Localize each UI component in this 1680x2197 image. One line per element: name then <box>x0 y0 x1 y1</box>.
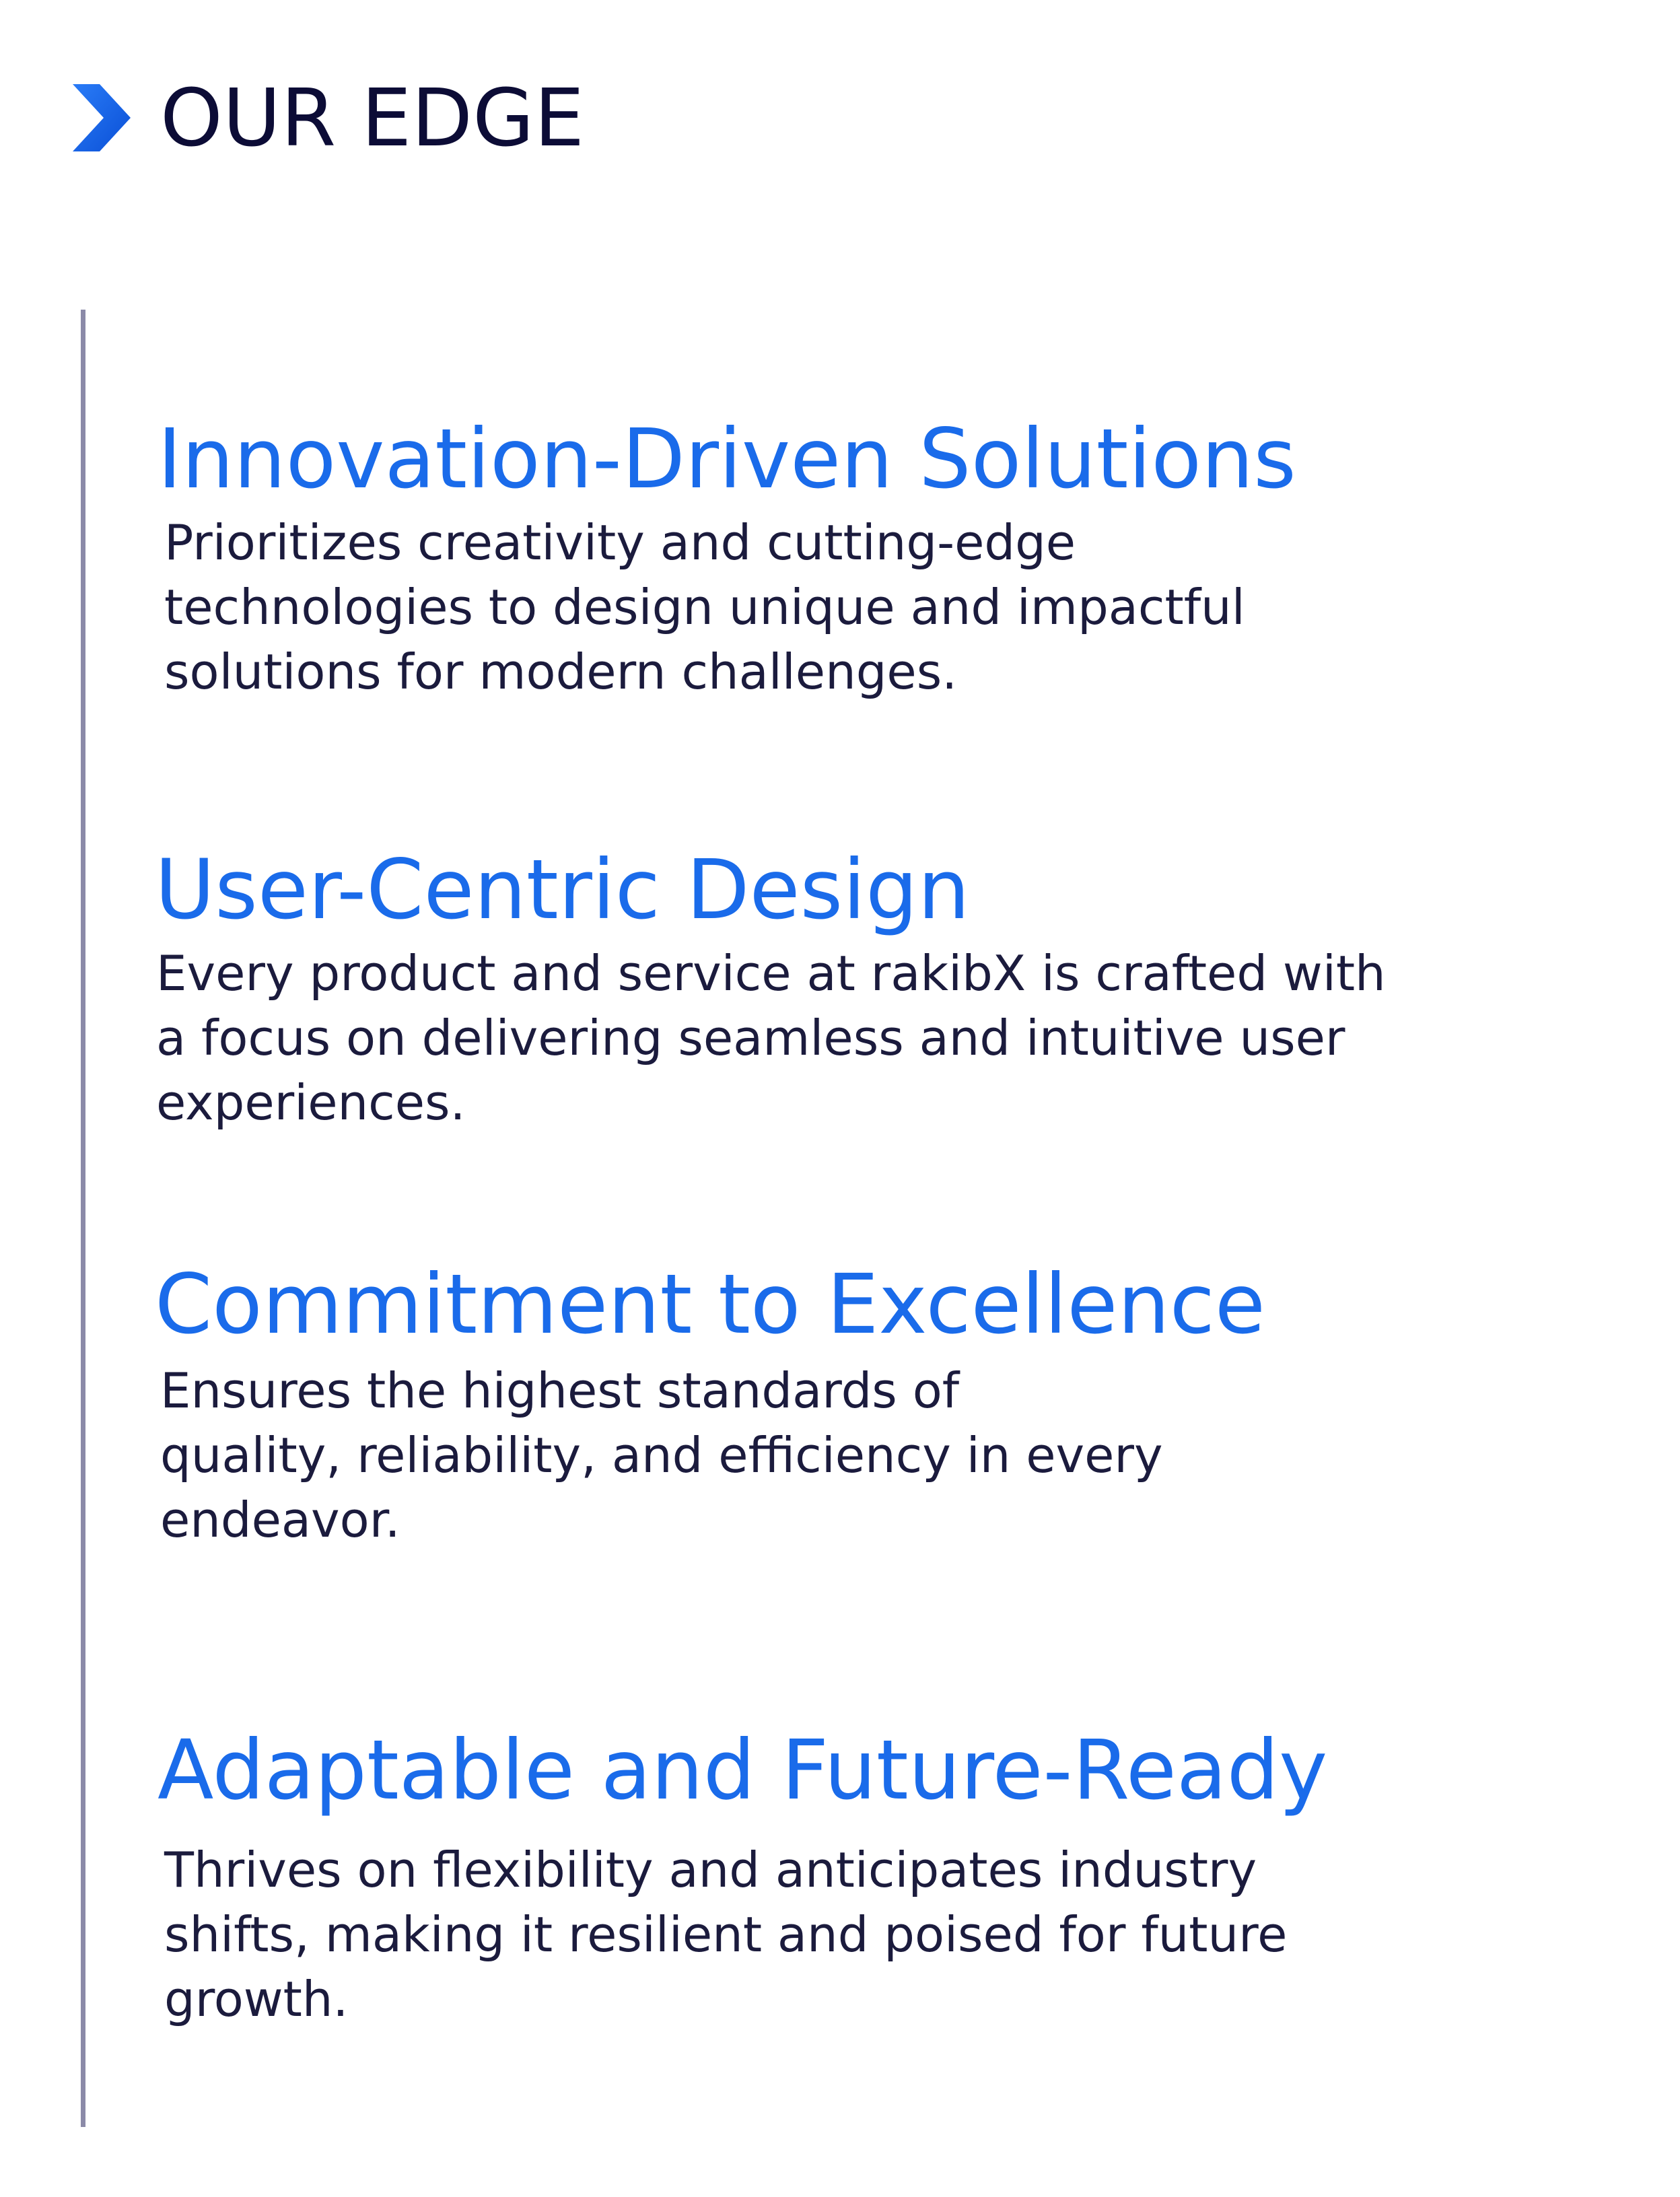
timeline-divider <box>81 310 85 2127</box>
description-line: a focus on delivering seamless and intui… <box>156 1010 1345 1067</box>
section-description: Prioritizes creativity and cutting-edge … <box>164 510 1598 704</box>
description-line: Thrives on flexibility and anticipates i… <box>164 1842 1257 1899</box>
description-line: solutions for modern challenges. <box>164 643 958 701</box>
section-description: Ensures the highest standards of quality… <box>160 1358 1595 1552</box>
description-line: Ensures the highest standards of <box>160 1362 960 1420</box>
section-description: Thrives on flexibility and anticipates i… <box>164 1838 1598 2031</box>
description-line: growth. <box>164 1971 349 2028</box>
page-header: OUR EDGE <box>73 67 584 168</box>
description-line: endeavor. <box>160 1492 400 1549</box>
section-heading: Innovation-Driven Solutions <box>158 411 1296 507</box>
description-line: Prioritizes creativity and cutting-edge <box>164 514 1076 571</box>
description-line: quality, reliability, and efficiency in … <box>160 1427 1163 1484</box>
section-heading: User-Centric Design <box>155 842 970 938</box>
section-description: Every product and service at rakibX is c… <box>156 941 1595 1135</box>
section-adaptable: Adaptable and Future-Ready Thrives on fl… <box>158 1723 1598 2031</box>
section-user-centric: User-Centric Design Every product and se… <box>155 843 1595 1135</box>
section-heading: Adaptable and Future-Ready <box>158 1722 1328 1818</box>
section-innovation: Innovation-Driven Solutions Prioritizes … <box>158 412 1598 704</box>
description-line: technologies to design unique and impact… <box>164 579 1245 636</box>
description-line: shifts, making it resilient and poised f… <box>164 1906 1288 1963</box>
section-excellence: Commitment to Excellence Ensures the hig… <box>155 1257 1595 1552</box>
description-line: Every product and service at rakibX is c… <box>156 945 1386 1002</box>
page-title: OUR EDGE <box>160 71 585 164</box>
section-heading: Commitment to Excellence <box>155 1257 1265 1352</box>
description-line: experiences. <box>156 1074 466 1131</box>
chevron-right-icon <box>73 84 131 151</box>
